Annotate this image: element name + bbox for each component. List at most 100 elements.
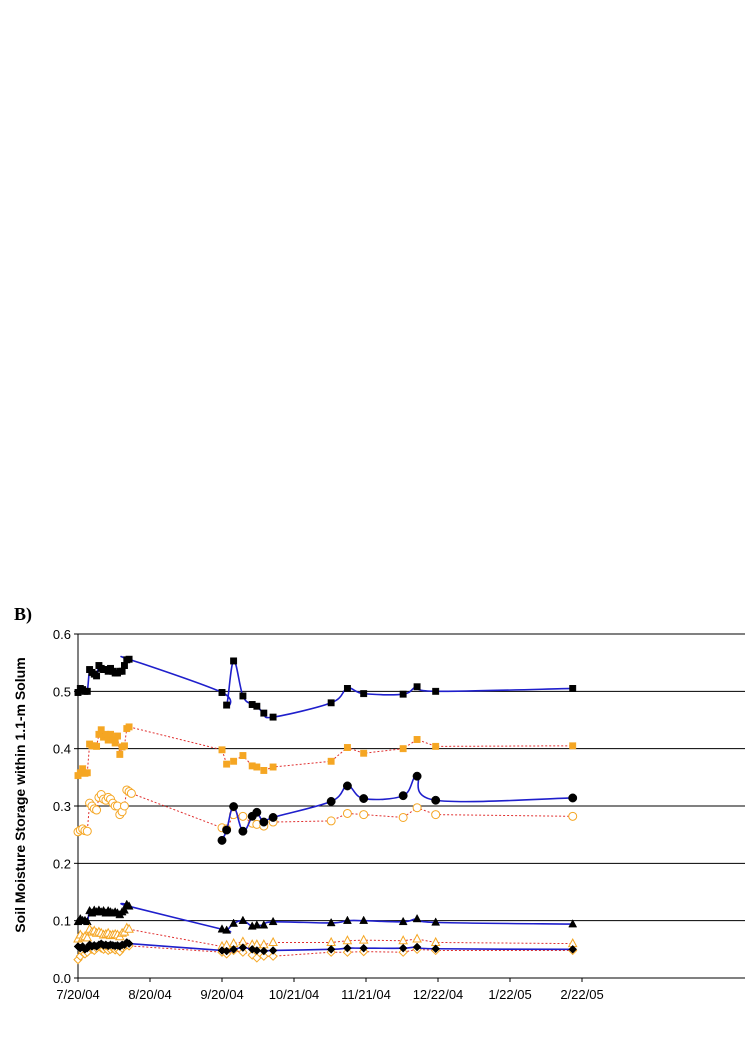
data-point (398, 812, 408, 822)
data-point (222, 825, 232, 835)
data-point (327, 699, 335, 707)
data-point (399, 690, 407, 698)
series-3 (73, 785, 578, 837)
data-point (412, 771, 422, 781)
data-point (230, 657, 238, 665)
data-point (326, 944, 336, 954)
data-point (398, 791, 408, 801)
data-point (124, 939, 134, 948)
data-point (93, 742, 101, 750)
data-point (92, 805, 102, 815)
data-point (413, 736, 421, 743)
series-5 (73, 899, 578, 934)
data-point (431, 944, 441, 954)
data-point (568, 919, 578, 928)
data-point (568, 944, 578, 954)
data-point (125, 655, 133, 663)
data-point (260, 709, 268, 717)
data-point (268, 916, 278, 926)
series-7 (73, 940, 578, 965)
data-point (412, 942, 422, 952)
data-point (327, 757, 335, 765)
series-2 (74, 723, 577, 780)
data-point (230, 757, 238, 765)
data-point (398, 935, 408, 945)
data-point (238, 811, 248, 821)
series-line (77, 941, 573, 953)
data-point (360, 749, 368, 757)
series-line (77, 902, 573, 933)
data-point (432, 742, 440, 750)
axes: 0.0 0.1 0.2 0.3 0.4 0.5 0.6 7/20/04 8/20/04 9/20/… (53, 627, 745, 1002)
series-line (77, 944, 573, 960)
data-point (569, 685, 577, 692)
data-point (343, 915, 352, 924)
x-tick-label: 9/20/04 (200, 987, 243, 1002)
data-point (359, 810, 369, 820)
data-point (124, 923, 134, 933)
series-line (77, 726, 573, 776)
data-point (358, 934, 369, 944)
data-point (222, 925, 232, 934)
series-line (221, 775, 573, 841)
y-tick-label: 0.1 (53, 914, 71, 929)
data-point (111, 739, 119, 747)
data-point (82, 916, 92, 926)
data-point (412, 803, 422, 813)
data-point (252, 946, 262, 955)
data-point (238, 947, 248, 957)
data-point (83, 687, 91, 695)
data-point (118, 667, 126, 675)
data-point (568, 811, 578, 821)
data-point (326, 796, 336, 806)
data-point (252, 807, 262, 817)
series-line (77, 655, 573, 719)
data-point (253, 763, 261, 771)
data-point (259, 817, 269, 827)
data-point (252, 920, 262, 929)
data-point (342, 781, 352, 791)
series-6 (73, 922, 578, 950)
data-point (343, 744, 351, 751)
data-point (398, 916, 408, 926)
data-point (124, 901, 134, 910)
data-point (413, 683, 421, 691)
y-tick-label: 0.3 (53, 799, 71, 814)
data-point (359, 943, 369, 953)
y-tick-label: 0.4 (53, 742, 71, 757)
data-point (412, 933, 422, 943)
data-point (82, 826, 92, 836)
data-point (326, 917, 336, 927)
series-1 (74, 655, 577, 721)
data-point (398, 943, 408, 953)
x-tick-label: 10/21/04 (269, 987, 320, 1002)
data-point (120, 905, 129, 914)
y-tick-label: 0.2 (53, 856, 71, 871)
data-point (229, 918, 239, 927)
x-tick-label: 1/22/05 (488, 987, 531, 1002)
data-point (229, 944, 238, 954)
data-point (268, 936, 278, 946)
data-point (107, 730, 114, 738)
x-tick-label: 7/20/04 (56, 987, 99, 1002)
grid-lines (78, 633, 745, 979)
data-point (432, 687, 440, 695)
data-point (343, 943, 352, 953)
data-point (239, 692, 247, 700)
data-point (259, 946, 269, 956)
data-point (259, 920, 269, 929)
series-layer (73, 655, 578, 965)
data-point (229, 802, 239, 812)
x-tick-label: 12/22/04 (413, 987, 464, 1002)
data-point (222, 946, 231, 956)
data-point (430, 936, 441, 946)
data-point (82, 932, 93, 942)
data-point (359, 915, 369, 924)
series-line (77, 927, 573, 947)
y-tick-label: 0.6 (53, 627, 71, 642)
data-point (114, 732, 121, 740)
data-point (253, 702, 261, 710)
data-point (125, 723, 133, 731)
data-point (269, 713, 277, 721)
data-point (360, 690, 368, 698)
